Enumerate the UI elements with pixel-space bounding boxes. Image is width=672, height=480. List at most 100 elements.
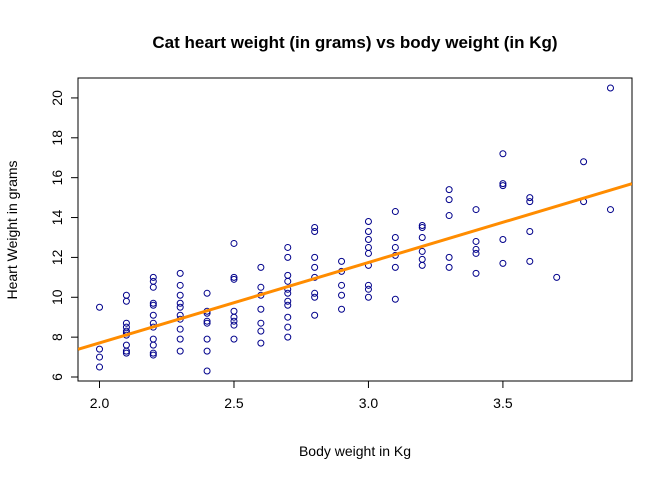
data-point (257, 327, 265, 335)
data-point (526, 257, 534, 265)
data-point (391, 233, 399, 241)
data-point (230, 273, 238, 281)
data-point (122, 323, 130, 331)
data-point (230, 321, 238, 329)
data-points (96, 84, 614, 375)
data-point (499, 182, 507, 190)
data-point (203, 319, 211, 327)
data-point (418, 247, 426, 255)
data-point (284, 313, 292, 321)
data-point (176, 281, 184, 289)
data-point (96, 303, 104, 311)
data-point (580, 158, 588, 166)
data-point (149, 335, 157, 343)
data-point (391, 263, 399, 271)
data-point (364, 293, 372, 301)
data-point (284, 297, 292, 305)
x-tick-label: 3.0 (359, 395, 379, 411)
data-point (445, 196, 453, 204)
data-point (364, 249, 372, 257)
data-point (176, 303, 184, 311)
data-point (176, 269, 184, 277)
data-point (311, 311, 319, 319)
data-point (445, 212, 453, 220)
data-point (418, 224, 426, 232)
data-point (526, 194, 534, 202)
data-point (230, 317, 238, 325)
data-point (122, 341, 130, 349)
chart-title: Cat heart weight (in grams) vs body weig… (152, 33, 557, 52)
data-point (203, 289, 211, 297)
data-point (149, 301, 157, 309)
data-point (203, 367, 211, 375)
data-point (284, 333, 292, 341)
data-point (391, 243, 399, 251)
y-tick-label: 8 (49, 333, 65, 341)
data-point (364, 235, 372, 243)
data-point (257, 263, 265, 271)
y-tick-label: 18 (49, 130, 65, 146)
data-point (257, 283, 265, 291)
data-point (338, 281, 346, 289)
data-point (284, 289, 292, 297)
data-point (203, 347, 211, 355)
data-point (472, 206, 480, 214)
data-point (149, 351, 157, 359)
data-point (606, 206, 614, 214)
regression-line-group (78, 182, 632, 351)
data-point (149, 283, 157, 291)
data-point (391, 295, 399, 303)
data-point (311, 263, 319, 271)
data-point (553, 273, 561, 281)
data-point (606, 84, 614, 92)
data-point (230, 335, 238, 343)
data-point (472, 237, 480, 245)
data-point (284, 271, 292, 279)
data-point (311, 224, 319, 232)
data-point (284, 323, 292, 331)
y-tick-label: 10 (49, 289, 65, 305)
data-point (338, 291, 346, 299)
data-point (257, 339, 265, 347)
data-point (149, 277, 157, 285)
y-axis-label: Heart Weight in grams (4, 160, 20, 299)
plot-frame (77, 77, 633, 382)
data-point (149, 341, 157, 349)
data-point (391, 208, 399, 216)
data-point (122, 319, 130, 327)
data-point (418, 255, 426, 263)
data-point (364, 281, 372, 289)
data-point (284, 277, 292, 285)
data-point (122, 297, 130, 305)
data-point (338, 305, 346, 313)
data-point (96, 363, 104, 371)
data-point (472, 245, 480, 253)
data-point (96, 353, 104, 361)
data-point (364, 218, 372, 226)
y-axis: 6 8 10 12 14 16 18 20 (49, 90, 79, 381)
y-tick-label: 6 (49, 373, 65, 381)
data-point (364, 243, 372, 251)
data-point (230, 307, 238, 315)
data-point (499, 235, 507, 243)
data-point (418, 222, 426, 230)
regression-line (78, 182, 632, 351)
data-point (149, 273, 157, 281)
x-axis: 2.0 2.5 3.0 3.5 (90, 380, 513, 411)
data-point (176, 347, 184, 355)
y-tick-label: 16 (49, 170, 65, 186)
data-point (499, 150, 507, 158)
data-point (176, 291, 184, 299)
data-point (203, 335, 211, 343)
data-point (257, 319, 265, 327)
data-point (418, 233, 426, 241)
data-point (230, 313, 238, 321)
data-point (364, 227, 372, 235)
y-tick-label: 12 (49, 249, 65, 265)
data-point (472, 249, 480, 257)
data-point (311, 293, 319, 301)
data-point (526, 227, 534, 235)
data-point (230, 275, 238, 283)
data-point (338, 257, 346, 265)
